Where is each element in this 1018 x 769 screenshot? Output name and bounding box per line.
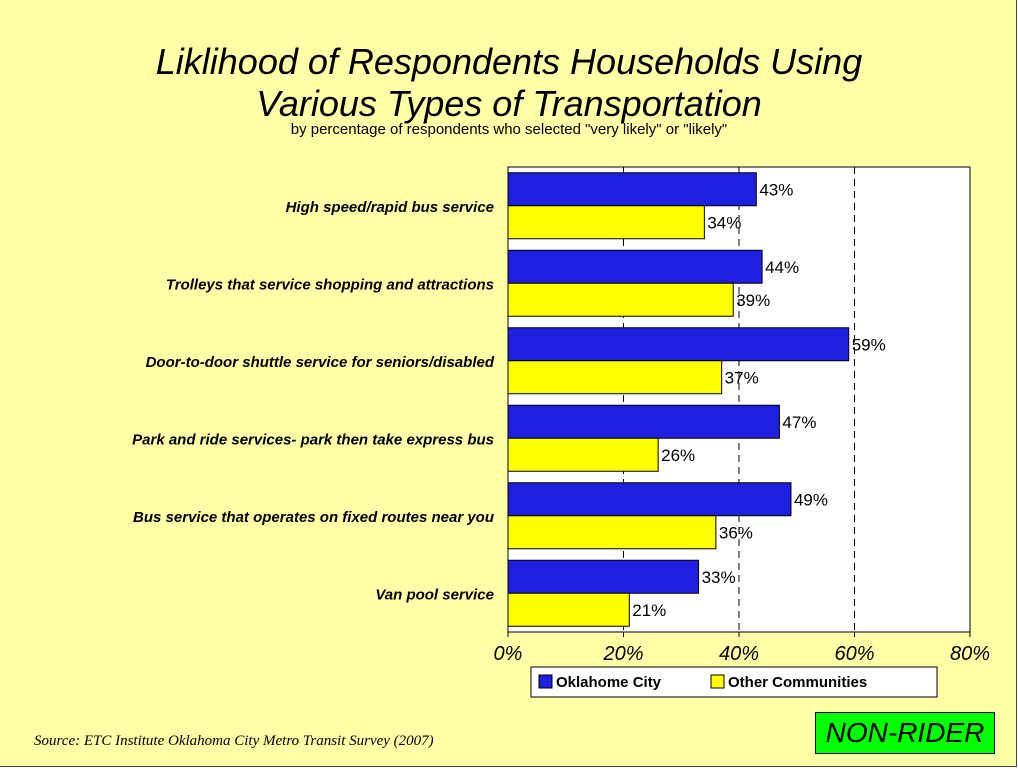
chart-title-line-2: Various Types of Transportation: [256, 83, 762, 124]
data-label: 44%: [765, 258, 799, 277]
data-label: 59%: [852, 335, 886, 354]
data-label: 37%: [725, 368, 759, 387]
legend-swatch: [538, 674, 553, 689]
category-label: Van pool service: [375, 586, 494, 603]
bar-oklahoma-city: [507, 172, 757, 207]
x-tick-label: 0%: [494, 643, 523, 665]
bar-other-communities: [507, 360, 723, 395]
data-label: 21%: [632, 601, 666, 620]
category-label: Bus service that operates on fixed route…: [133, 509, 494, 526]
data-label: 43%: [759, 180, 793, 199]
category-label: Trolleys that service shopping and attra…: [166, 276, 494, 293]
data-label: 34%: [707, 213, 741, 232]
x-tick-label: 80%: [950, 643, 990, 665]
category-label: High speed/rapid bus service: [286, 199, 494, 216]
legend-swatch: [710, 674, 725, 689]
bar-oklahoma-city: [507, 249, 763, 284]
bar-oklahoma-city: [507, 404, 780, 439]
bar-oklahoma-city: [507, 327, 850, 362]
data-label: 36%: [719, 523, 753, 542]
x-tick-label: 40%: [719, 643, 759, 665]
legend: [530, 666, 938, 698]
data-label: 26%: [661, 446, 695, 465]
data-label: 49%: [794, 490, 828, 509]
data-label: 47%: [782, 413, 816, 432]
bar-other-communities: [507, 282, 734, 317]
bar-oklahoma-city: [507, 482, 792, 517]
chart-subtitle: by percentage of respondents who selecte…: [290, 121, 728, 138]
bar-other-communities: [507, 592, 630, 627]
legend-label: Oklahome City: [556, 674, 662, 691]
bar-other-communities: [507, 205, 705, 240]
bar-other-communities: [507, 437, 659, 472]
data-label: 39%: [736, 291, 770, 310]
x-tick-label: 20%: [602, 643, 643, 665]
x-tick-label: 60%: [834, 643, 874, 665]
chart-title-line-1: Liklihood of Respondents Households Usin…: [155, 41, 863, 82]
source-note: Source: ETC Institute Oklahoma City Metr…: [34, 733, 434, 749]
bar-other-communities: [507, 515, 717, 550]
bar-oklahoma-city: [507, 559, 700, 594]
data-label: 33%: [702, 568, 736, 587]
legend-label: Other Communities: [728, 674, 867, 691]
non-rider-badge: NON-RIDER: [815, 712, 995, 754]
category-label: Door-to-door shuttle service for seniors…: [146, 354, 495, 371]
category-label: Park and ride services- park then take e…: [132, 431, 494, 448]
